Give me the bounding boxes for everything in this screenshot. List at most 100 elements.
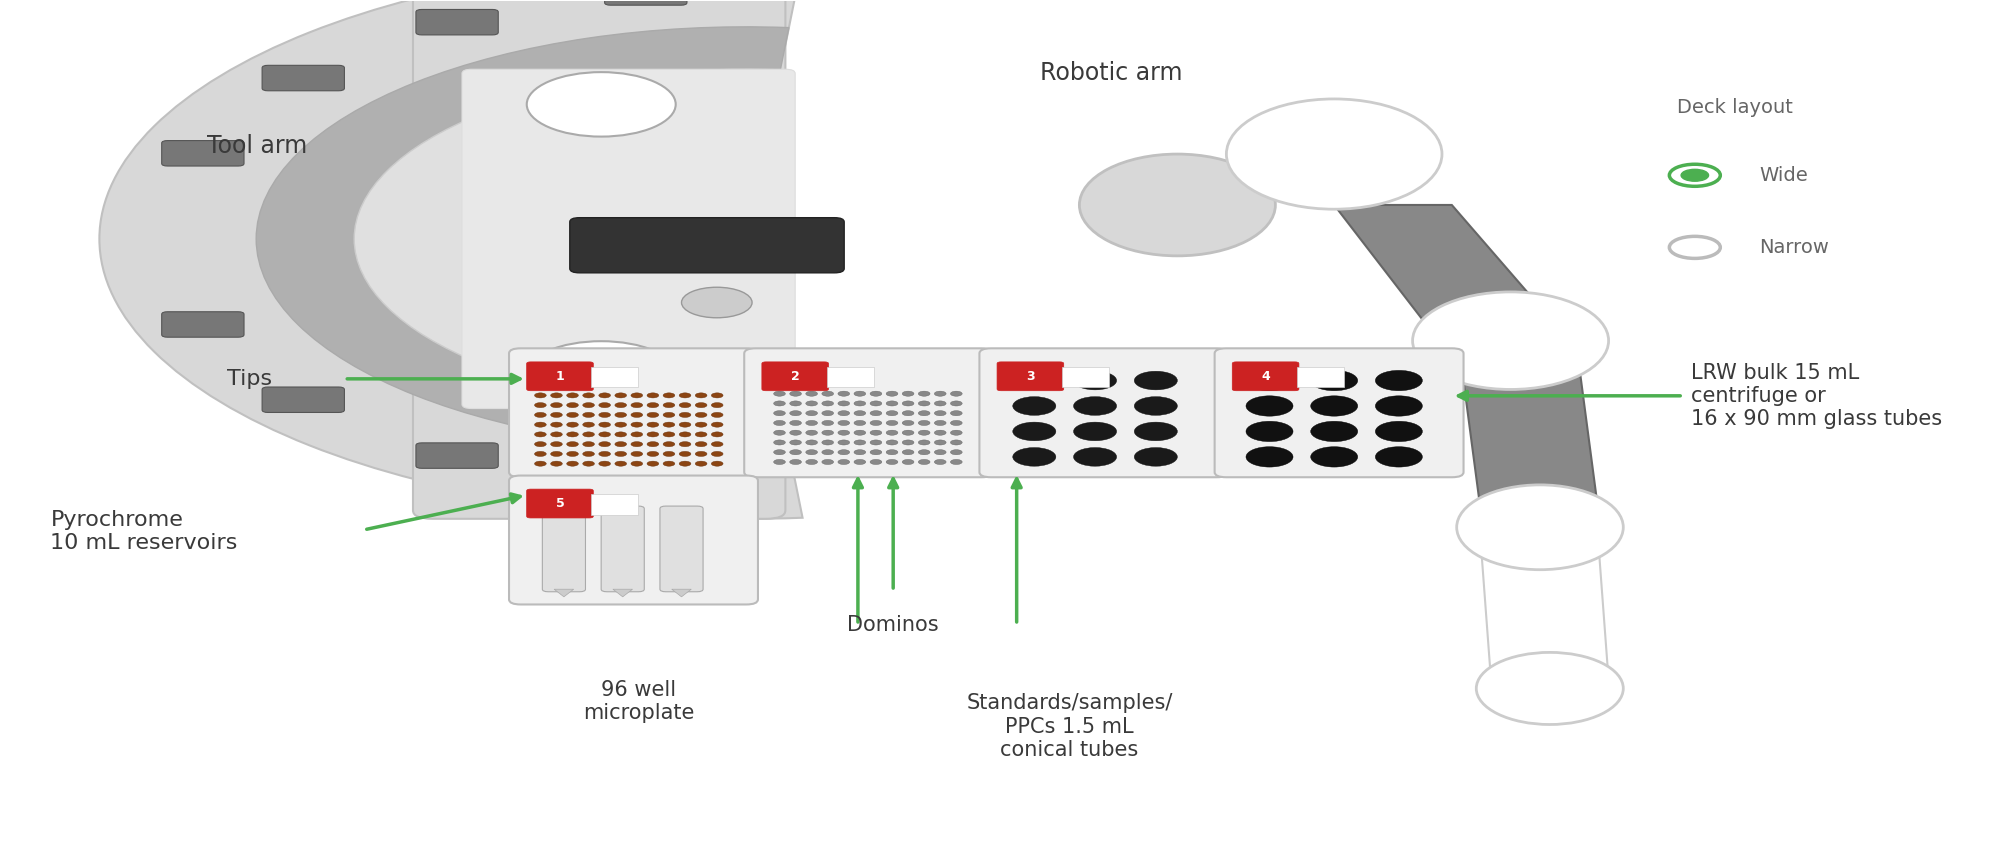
Circle shape — [1246, 370, 1294, 391]
Circle shape — [664, 461, 674, 466]
Circle shape — [550, 393, 562, 398]
Circle shape — [918, 401, 930, 406]
Circle shape — [870, 449, 882, 454]
Circle shape — [806, 401, 818, 406]
Circle shape — [648, 393, 658, 398]
Circle shape — [774, 391, 786, 397]
Circle shape — [1074, 371, 1116, 390]
FancyBboxPatch shape — [592, 367, 638, 387]
Circle shape — [854, 391, 866, 397]
Circle shape — [614, 451, 626, 456]
Circle shape — [918, 411, 930, 416]
Circle shape — [806, 391, 818, 397]
Text: 1: 1 — [556, 370, 564, 383]
Circle shape — [774, 440, 786, 445]
Circle shape — [870, 391, 882, 397]
Circle shape — [614, 393, 626, 398]
Circle shape — [902, 449, 914, 454]
Circle shape — [630, 422, 642, 427]
Circle shape — [680, 403, 690, 408]
Text: 5: 5 — [556, 497, 564, 510]
Circle shape — [712, 422, 724, 427]
Circle shape — [648, 413, 658, 418]
Circle shape — [822, 391, 834, 397]
Circle shape — [696, 451, 706, 456]
Circle shape — [534, 451, 546, 456]
Circle shape — [566, 393, 578, 398]
Circle shape — [630, 413, 642, 418]
Circle shape — [822, 411, 834, 416]
Circle shape — [712, 442, 724, 447]
Text: Narrow: Narrow — [1760, 238, 1830, 257]
Text: Deck layout: Deck layout — [1678, 98, 1794, 117]
Polygon shape — [672, 589, 692, 597]
Circle shape — [1074, 397, 1116, 415]
Circle shape — [870, 401, 882, 406]
Circle shape — [838, 391, 850, 397]
Circle shape — [918, 430, 930, 435]
FancyBboxPatch shape — [162, 140, 244, 166]
Circle shape — [696, 393, 706, 398]
Circle shape — [790, 391, 802, 397]
Ellipse shape — [1080, 154, 1276, 256]
Circle shape — [790, 420, 802, 426]
FancyBboxPatch shape — [1214, 348, 1464, 477]
Circle shape — [1682, 169, 1708, 181]
Circle shape — [664, 422, 674, 427]
Circle shape — [598, 413, 610, 418]
FancyBboxPatch shape — [262, 66, 344, 91]
Circle shape — [822, 401, 834, 406]
Circle shape — [1376, 447, 1422, 467]
FancyBboxPatch shape — [262, 387, 344, 413]
Text: Standards/samples/
PPCs 1.5 mL
conical tubes: Standards/samples/ PPCs 1.5 mL conical t… — [966, 694, 1172, 760]
Circle shape — [838, 430, 850, 435]
Circle shape — [822, 460, 834, 465]
Circle shape — [902, 420, 914, 426]
Circle shape — [902, 440, 914, 445]
Circle shape — [598, 431, 610, 437]
Circle shape — [630, 442, 642, 447]
Circle shape — [886, 430, 898, 435]
Circle shape — [1310, 396, 1358, 416]
Circle shape — [630, 431, 642, 437]
Ellipse shape — [1476, 653, 1624, 724]
FancyBboxPatch shape — [510, 476, 758, 604]
Circle shape — [806, 420, 818, 426]
Circle shape — [680, 393, 690, 398]
Wedge shape — [354, 69, 780, 408]
FancyBboxPatch shape — [526, 489, 594, 518]
Circle shape — [550, 451, 562, 456]
Circle shape — [566, 431, 578, 437]
FancyBboxPatch shape — [412, 0, 786, 519]
Circle shape — [664, 431, 674, 437]
Circle shape — [526, 72, 676, 137]
Circle shape — [664, 413, 674, 418]
Circle shape — [1134, 422, 1178, 441]
Circle shape — [886, 460, 898, 465]
Circle shape — [550, 413, 562, 418]
Circle shape — [870, 440, 882, 445]
Polygon shape — [1482, 549, 1608, 680]
Circle shape — [838, 420, 850, 426]
Circle shape — [1074, 448, 1116, 466]
FancyBboxPatch shape — [980, 348, 1228, 477]
Circle shape — [934, 401, 946, 406]
Circle shape — [1012, 422, 1056, 441]
Circle shape — [582, 461, 594, 466]
Circle shape — [934, 460, 946, 465]
Circle shape — [582, 422, 594, 427]
Circle shape — [902, 391, 914, 397]
Circle shape — [712, 413, 724, 418]
Circle shape — [886, 420, 898, 426]
Circle shape — [712, 393, 724, 398]
Circle shape — [774, 449, 786, 454]
Circle shape — [680, 461, 690, 466]
Circle shape — [1012, 397, 1056, 415]
Circle shape — [712, 403, 724, 408]
Circle shape — [696, 442, 706, 447]
Circle shape — [918, 391, 930, 397]
Circle shape — [1074, 422, 1116, 441]
Circle shape — [582, 451, 594, 456]
Circle shape — [918, 449, 930, 454]
FancyBboxPatch shape — [592, 494, 638, 515]
